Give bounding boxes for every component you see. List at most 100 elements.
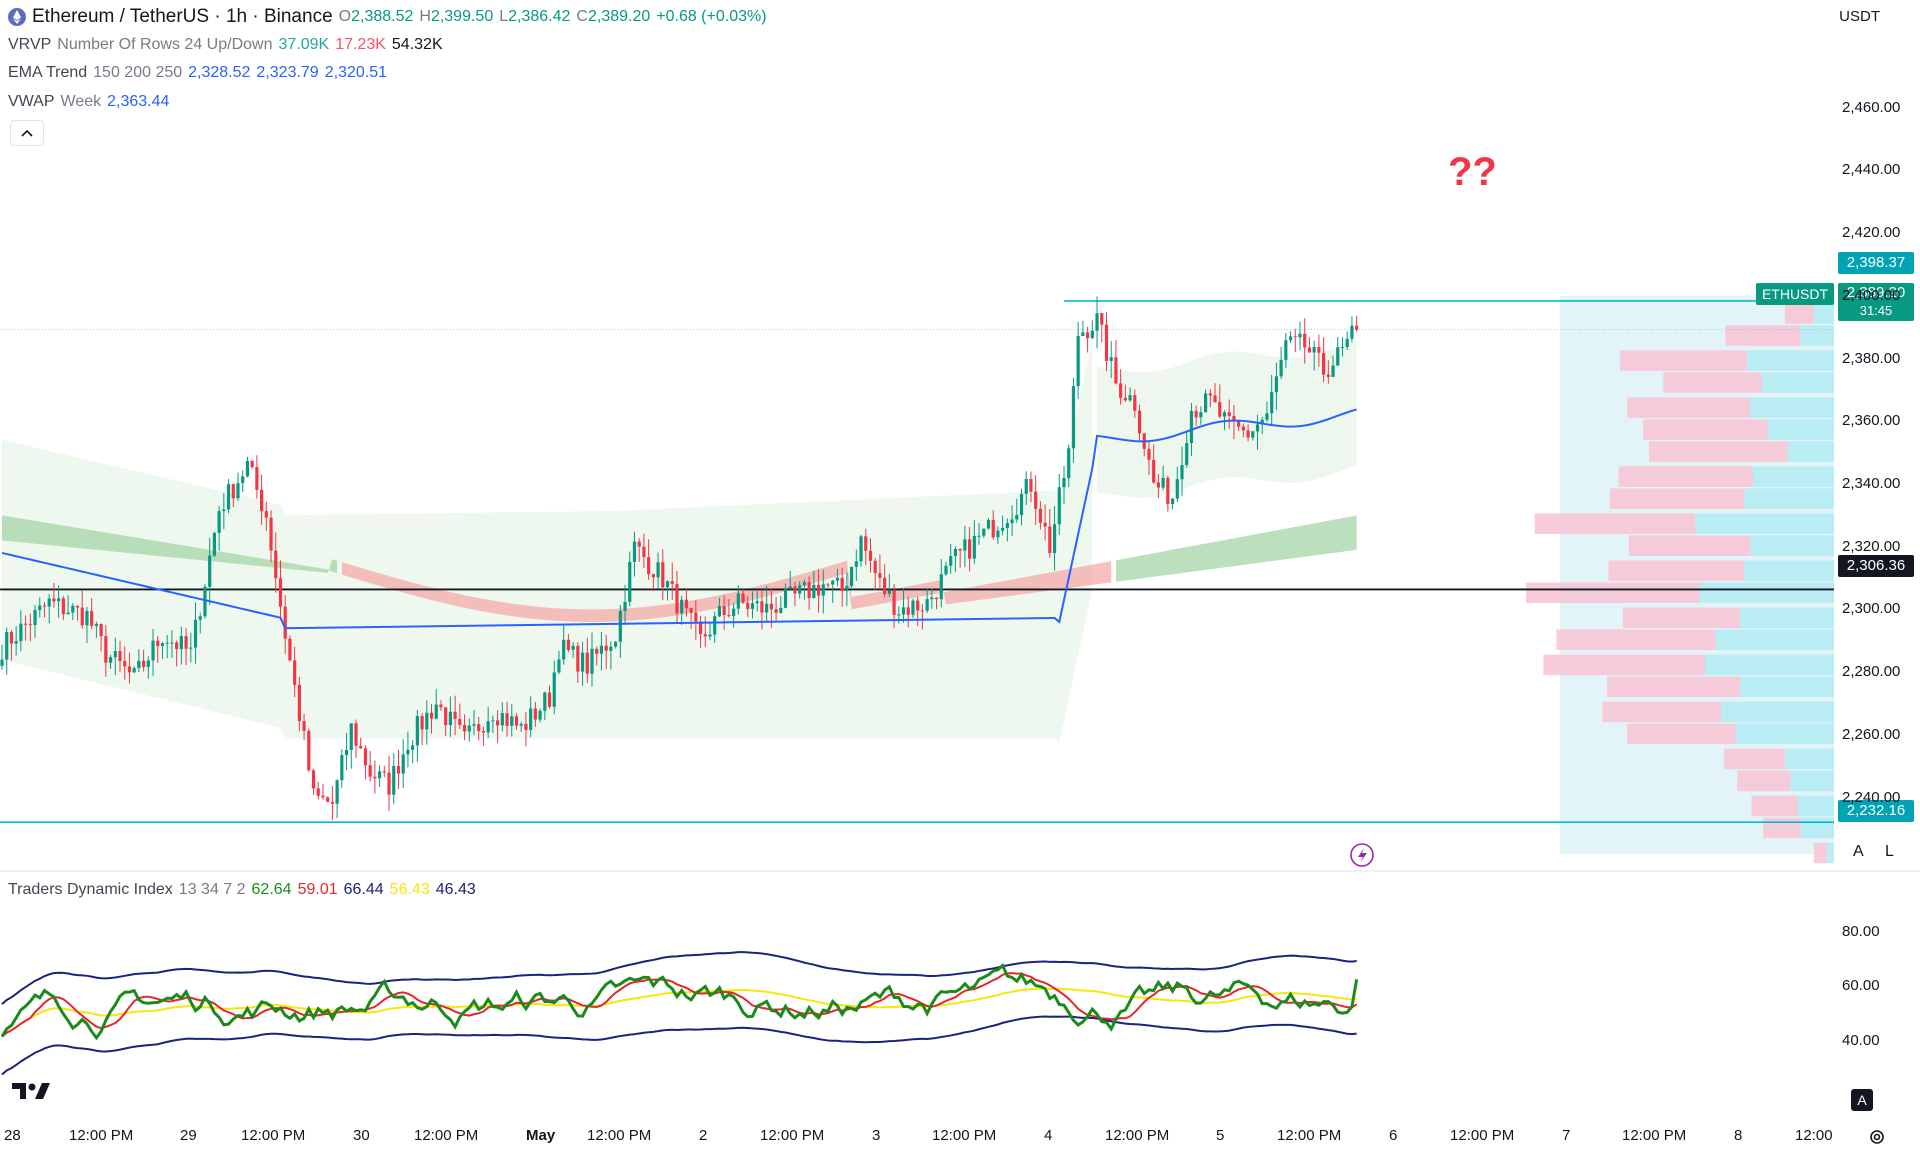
candle-body [344,749,349,756]
currency-label[interactable]: USDT [1839,8,1880,25]
auto-scale-pane-button[interactable]: A [1851,1089,1873,1111]
candle-body [142,660,146,667]
candle-body [231,484,235,499]
candle-body [151,640,155,661]
candle-body [481,731,486,733]
candle-body [359,745,363,749]
ema-legend[interactable]: EMA Trend 150 200 250 2,328.52 2,323.79 … [8,64,393,82]
candle-body [208,555,212,587]
candle-body [812,584,816,599]
candle-body [491,720,495,722]
vp-row-up [1526,582,1700,604]
vwap-legend[interactable]: VWAP Week 2,363.44 [8,93,175,111]
candle-body [883,577,887,595]
vrvp-params: Number Of Rows 24 Up/Down [57,36,273,53]
candle-body [321,795,325,798]
vrvp-legend[interactable]: VRVP Number Of Rows 24 Up/Down 37.09K 17… [8,36,449,54]
vrvp-down: 17.23K [335,36,386,53]
vrvp-up: 37.09K [278,36,330,53]
candle-body [462,725,467,732]
candle-body [288,638,292,661]
time-tick-label: 5 [1216,1127,1225,1144]
vp-row-up [1627,723,1736,745]
price-tick-label: 2,360.00 [1842,412,1901,430]
vp-row-down [1744,560,1834,582]
tdi-legend[interactable]: Traders Dynamic Index 13 34 7 2 62.64 59… [8,881,482,899]
ema-name: EMA Trend [8,64,88,81]
candle-body [595,648,599,654]
candle-body [519,723,523,726]
vp-row-up [1543,654,1706,676]
candle-body [741,593,745,603]
tdi-v5: 46.43 [435,881,476,898]
candle-body [293,660,297,685]
candle-body [1076,336,1080,387]
candle-body [765,603,769,613]
candle-body [1298,333,1302,338]
collapse-legend-button[interactable] [10,120,44,146]
candle-body [297,684,301,722]
candle-body [1293,336,1297,338]
time-tick-label: 2 [699,1127,708,1144]
candle-body [623,601,627,611]
candle-body [1086,332,1090,339]
settings-gear-icon[interactable] [1866,1126,1888,1153]
vp-row-up [1724,748,1785,770]
candle-body [684,599,688,609]
candle-body [0,659,4,666]
vp-row-up [1663,372,1762,393]
time-tick-label: 12:00 PM [760,1127,825,1144]
vp-row-down [1797,795,1834,817]
candle-body [1270,392,1274,414]
time-tick-label: 4 [1044,1127,1053,1144]
candle-body [5,632,9,660]
candle-body [146,660,150,667]
time-tick-label: 7 [1562,1127,1571,1144]
candle-body [236,483,240,499]
candle-body [425,712,429,730]
vp-row-down [1800,817,1834,839]
price-tag-low: 2,232.16 [1838,800,1914,822]
candle-body [854,561,858,567]
vp-row-up [1619,350,1748,371]
ohlc-close-label: C [576,8,588,25]
candle-body [1340,347,1345,349]
candle-body [793,586,797,594]
candle-body [769,603,773,610]
candle-body [1081,332,1085,337]
candle-body [392,766,396,795]
candle-body [75,605,80,608]
candle-body [845,585,849,592]
candle-body [47,598,51,607]
candle-body [382,771,386,773]
ohlc-high-label: H [419,8,431,25]
candle-body [1322,352,1326,375]
candle-body [788,586,792,589]
auto-scale-button[interactable]: A [1853,843,1864,860]
tdi-tick-label: 60.00 [1842,977,1880,995]
candle-body [986,519,991,529]
candle-body [651,574,655,578]
candle-body [505,713,509,726]
candle-body [1189,410,1194,444]
candle-body [1133,395,1137,411]
candle-body [1336,347,1340,366]
tradingview-logo-icon [12,1081,52,1106]
candle-body [212,532,216,556]
candles [0,296,1359,821]
vp-row-up [1534,513,1696,535]
log-scale-button[interactable]: L [1885,843,1894,860]
candle-body [165,642,169,644]
candle-body [1001,527,1005,531]
candle-body [897,614,901,616]
ethereum-logo-icon [8,8,26,26]
question-annotation[interactable]: ?? [1448,150,1497,194]
candle-body [585,652,589,674]
tdi-v2: 59.01 [297,881,338,898]
price-tick-label: 2,400.00 [1842,286,1901,304]
candle-body [1034,491,1038,509]
candle-body [972,535,976,559]
candle-body [958,548,962,551]
candle-body [1307,347,1312,353]
